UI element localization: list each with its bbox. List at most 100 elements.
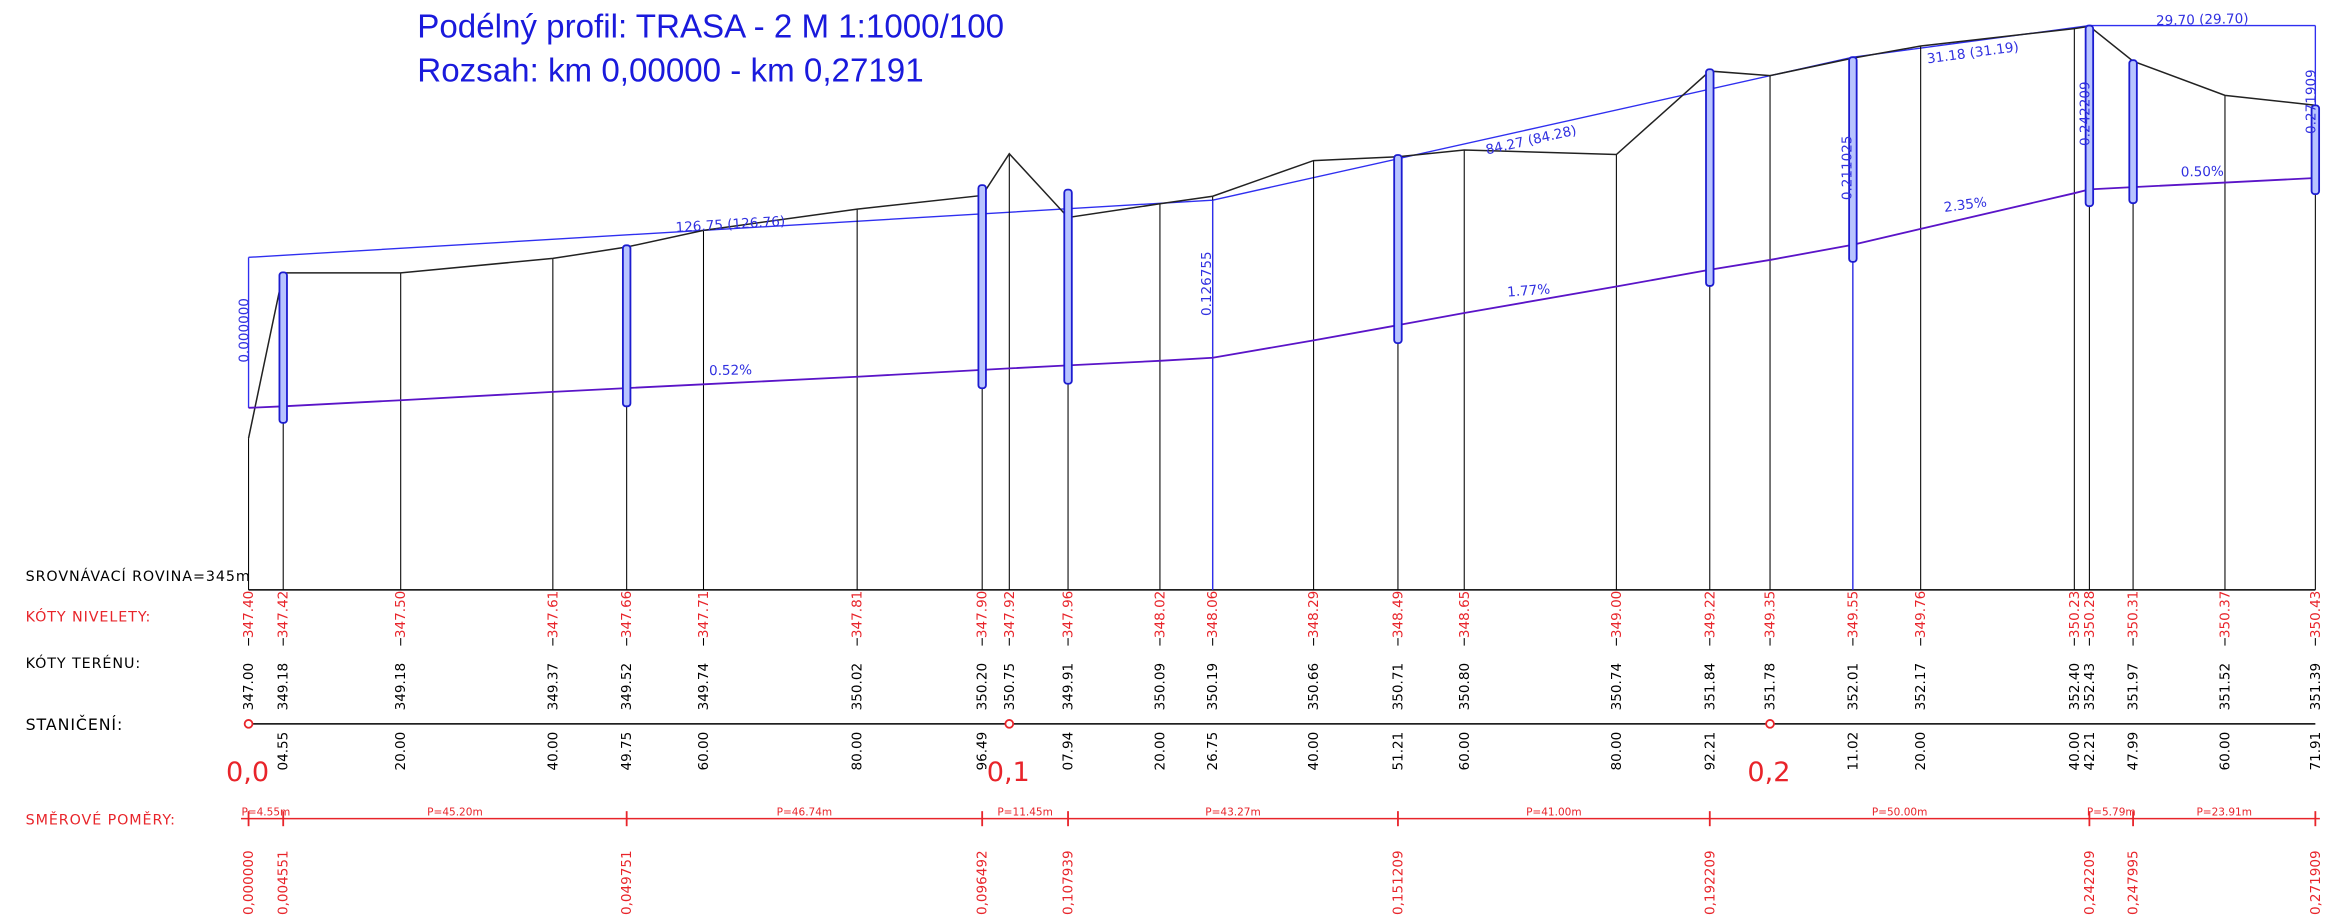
terrain-value: 349.37 [545, 663, 561, 710]
niveleta-value: 347.96 [1061, 591, 1077, 638]
station-value: 80.00 [1609, 732, 1625, 771]
niveleta-value: 348.29 [1306, 591, 1322, 638]
km-marker [243, 719, 254, 729]
pier [278, 271, 288, 424]
pier [2128, 59, 2138, 205]
niveleta-value: 349.00 [1609, 591, 1625, 638]
segment-label: P=46.74m [777, 807, 833, 819]
niveleta-value: 348.65 [1457, 591, 1473, 638]
grade-label: 1.77% [1507, 281, 1551, 300]
segment-label: P=45.20m [427, 807, 483, 819]
terrain-value: 350.66 [1306, 663, 1322, 710]
terrain-value: 351.84 [1702, 663, 1718, 710]
niveleta-value: 349.76 [1913, 591, 1929, 638]
row-label: KÓTY NIVELETY: [26, 608, 152, 626]
station-value: 49.75 [619, 732, 635, 771]
row-label: SMĚROVÉ POMĚRY: [26, 811, 176, 829]
terrain-value: 350.74 [1609, 663, 1625, 710]
niveleta-value: 347.81 [850, 591, 866, 638]
terrain-value: 351.97 [2126, 663, 2142, 710]
terrain-value: 352.01 [1845, 663, 1861, 710]
terrain-value: 350.80 [1457, 663, 1473, 710]
station-value: 47.99 [2126, 732, 2142, 771]
terrain-value: 349.18 [393, 663, 409, 710]
terrain-value: 349.74 [696, 663, 712, 710]
station-value: 60.00 [1457, 732, 1473, 771]
pier [621, 244, 632, 408]
grade-label: 0.52% [709, 362, 753, 379]
station-value: 80.00 [850, 732, 866, 771]
terrain-value: 350.20 [975, 663, 991, 710]
chainage-value: 0,247995 [2126, 850, 2142, 915]
segment-label: P=43.27m [1205, 807, 1261, 819]
niveleta-value: 350.28 [2082, 591, 2098, 638]
niveleta-value: 349.55 [1845, 591, 1861, 638]
terrain-value: 352.43 [2082, 663, 2098, 710]
niveleta-value: 350.43 [2308, 591, 2324, 638]
station-value: 96.49 [975, 732, 991, 771]
km-marker [1765, 719, 1775, 729]
station-value: 04.55 [276, 732, 292, 771]
terrain-value: 352.40 [2067, 663, 2083, 710]
vertex-chainage: 0.271909 [2303, 69, 2319, 134]
station-value: 71.91 [2308, 732, 2324, 771]
niveleta-value: 348.02 [1152, 591, 1168, 638]
terrain-value: 352.17 [1913, 663, 1929, 710]
station-value: 07.94 [1061, 732, 1077, 771]
pier [2310, 104, 2321, 196]
station-value: 60.00 [696, 732, 712, 771]
segment-label: P=11.45m [997, 807, 1053, 819]
pier [977, 184, 987, 390]
segment-label: P=50.00m [1872, 807, 1928, 819]
segment-label: P=5.79m [2087, 807, 2136, 819]
niveleta-value: 347.42 [276, 591, 292, 638]
niveleta-value: 347.71 [696, 591, 712, 638]
chainage-value: 0,004551 [276, 850, 292, 915]
pier [1848, 56, 1858, 263]
station-value: 20.00 [1152, 732, 1168, 771]
niveleta-value: 347.61 [545, 591, 561, 638]
niveleta-value: 347.90 [975, 591, 991, 638]
segment-label: P=4.55m [241, 807, 290, 819]
niveleta-value: 350.31 [2126, 591, 2142, 638]
station-value: 40.00 [545, 732, 561, 771]
segment-label: P=23.91m [2196, 807, 2252, 819]
terrain-value: 349.18 [276, 663, 292, 710]
row-label: STANIČENÍ: [26, 715, 124, 734]
niveleta-value: 347.92 [1002, 591, 1018, 638]
terrain-value: 350.09 [1152, 663, 1168, 710]
terrain-value: 350.19 [1205, 663, 1221, 710]
station-value: 20.00 [1913, 732, 1929, 771]
row-label: SROVNÁVACÍ ROVINA=345m [26, 567, 251, 585]
grade-label: 0.50% [2181, 164, 2224, 181]
pier [1393, 154, 1403, 345]
vertex-chainage: 0.211025 [1839, 136, 1855, 201]
niveleta-value: 349.35 [1763, 591, 1779, 638]
terrain-value: 349.91 [1061, 663, 1077, 710]
niveleta-value: 349.22 [1702, 591, 1718, 638]
title: Podélný profil: TRASA - 2 M 1:1000/100 [417, 9, 1004, 46]
station-value: 20.00 [393, 732, 409, 771]
range: Rozsah: km 0,00000 - km 0,27191 [417, 52, 923, 89]
niveleta-value: 347.50 [393, 591, 409, 638]
km-label: 0,2 [1747, 757, 1790, 788]
terrain-value: 351.39 [2308, 663, 2324, 710]
vertex-chainage: 0.000000 [237, 298, 253, 363]
niveleta-value: 347.40 [241, 591, 257, 638]
station-value: 11.02 [1845, 732, 1861, 771]
niveleta-value: 348.06 [1205, 591, 1221, 638]
chainage-value: 0,242209 [2082, 850, 2098, 915]
terrain-value: 350.75 [1002, 663, 1018, 710]
km-label: 0,0 [226, 757, 269, 788]
chainage-value: 0,049751 [619, 850, 635, 915]
km-label: 0,1 [987, 757, 1030, 788]
vertex-chainage: 0.126755 [1199, 251, 1215, 316]
station-value: 40.00 [1306, 732, 1322, 771]
station-value: 51.21 [1390, 732, 1406, 771]
terrain-value: 349.52 [619, 663, 635, 710]
chainage-value: 0,192209 [1702, 850, 1718, 915]
terrain-value: 351.78 [1763, 663, 1779, 710]
niveleta-value: 347.66 [619, 591, 635, 638]
terrain-value: 347.00 [241, 663, 257, 710]
